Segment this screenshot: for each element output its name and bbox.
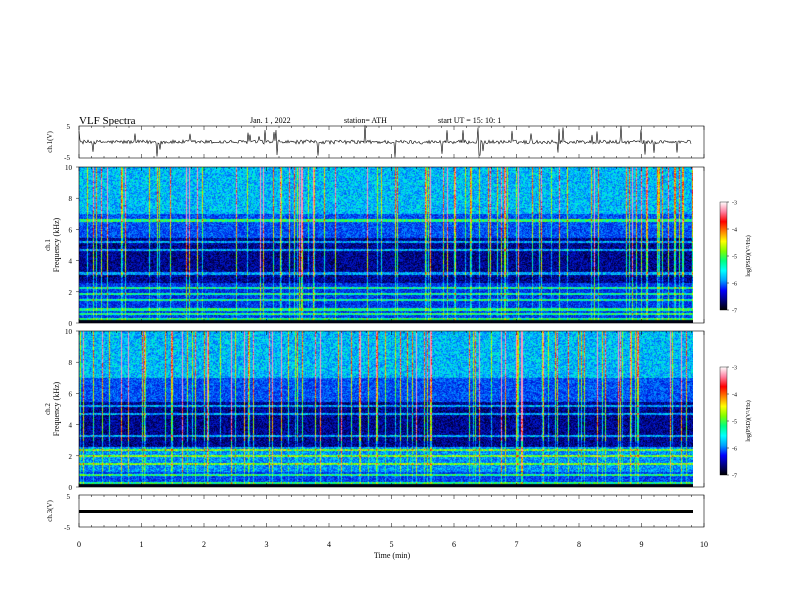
ch2-spec-ylabel-2: Frequency (kHz)	[52, 381, 61, 436]
ch1-ytick-top: 5	[67, 123, 71, 131]
spec2-ytick-label: 6	[69, 390, 73, 398]
ch3-ytick-top: 5	[67, 493, 71, 501]
ch3-ytick-bottom: -5	[64, 524, 70, 532]
ch2-spec-ylabel-1: ch.2	[44, 403, 52, 415]
spec2-ytick-label: 0	[69, 484, 73, 492]
x-axis-label: Time (min)	[374, 551, 411, 560]
ch2-colorbar-label: log(PSD)(V²/Hz)	[745, 400, 752, 441]
x-tick-label: 4	[327, 540, 331, 549]
ch1-waveform-xticks	[78, 126, 705, 158]
spec1-ytick-label: 4	[69, 258, 73, 266]
ch1-ytick-bottom: -5	[64, 154, 70, 162]
cbar2-tick-label: -4	[732, 393, 737, 399]
cbar1-tick-label: -4	[732, 228, 737, 234]
cbar1-tick-label: -5	[732, 255, 737, 261]
spec2-ytick-label: 4	[69, 422, 73, 430]
cbar2-tick-label: -5	[732, 420, 737, 426]
spec2-ytick-label: 10	[65, 328, 73, 336]
ch1-spec-ylabel-1: ch.1	[44, 239, 52, 251]
cbar2-tick-label: -7	[732, 474, 737, 480]
spec1-ytick-label: 6	[69, 226, 73, 234]
x-tick-label: 10	[700, 540, 708, 549]
ch2-colorbar-ticks: -3 -4 -5 -6 -7	[727, 366, 737, 480]
x-tick-label: 6	[452, 540, 456, 549]
ch1-colorbar-label: log(PSD)(V²/Hz)	[745, 235, 752, 276]
cbar1-tick-label: -6	[732, 282, 737, 288]
ch3-waveform-xticks	[78, 495, 705, 527]
x-tick-label: 5	[390, 540, 394, 549]
spec1-ytick-label: 8	[69, 195, 73, 203]
start-ut-label: start UT = 15: 10: 1	[438, 116, 501, 125]
spec1-ytick-label: 0	[69, 320, 73, 328]
ch1-spectrogram-image	[79, 167, 693, 323]
ch3-ylabel: ch.3(V)	[46, 500, 54, 522]
figure-title: VLF Spectra	[79, 115, 136, 127]
ch1-waveform-line	[78, 125, 692, 158]
x-tick-label: 2	[202, 540, 206, 549]
ch1-spectrogram-xticks	[78, 167, 705, 323]
ch1-spec-ylabel-2: Frequency (kHz)	[52, 217, 61, 272]
cbar1-tick-label: -3	[732, 201, 737, 207]
ch1-waveform-panel: 5 -5 ch.1(V)	[46, 123, 705, 162]
cbar1-tick-label: -7	[732, 309, 737, 315]
ch1-colorbar	[719, 201, 728, 311]
spec1-ytick-label: 2	[69, 289, 73, 297]
cbar2-tick-label: -3	[732, 366, 737, 372]
ch1-colorbar-ticks: -3 -4 -5 -6 -7	[727, 201, 737, 315]
x-tick-label: 1	[140, 540, 144, 549]
spec2-ytick-label: 8	[69, 359, 73, 367]
ch1-spectrogram-yticks: 0 2 4 6 8 10	[65, 164, 79, 328]
ch1-waveform-frame	[78, 125, 705, 159]
ch2-spectrogram-xticks	[78, 331, 705, 487]
x-tick-label: 8	[577, 540, 581, 549]
spec1-ytick-label: 10	[65, 164, 73, 172]
date-label: Jan. 1 , 2022	[250, 116, 291, 125]
x-axis-tick-labels: 0 1 2 3 4 5 6 7 8 9 10	[77, 540, 708, 549]
station-label: station= ATH	[344, 116, 387, 125]
x-tick-label: 9	[640, 540, 644, 549]
ch3-waveform-panel: 5 -5 ch.3(V)	[46, 493, 705, 532]
ch2-spectrogram-image	[79, 331, 693, 487]
spec2-ytick-label: 2	[69, 453, 73, 461]
ch1-ylabel: ch.1(V)	[46, 131, 54, 153]
ch2-colorbar	[719, 366, 728, 476]
x-tick-label: 0	[77, 540, 81, 549]
cbar2-tick-label: -6	[732, 447, 737, 453]
x-tick-label: 3	[265, 540, 269, 549]
x-tick-label: 7	[515, 540, 519, 549]
ch2-spectrogram-yticks: 0 2 4 6 8 10	[65, 328, 79, 492]
